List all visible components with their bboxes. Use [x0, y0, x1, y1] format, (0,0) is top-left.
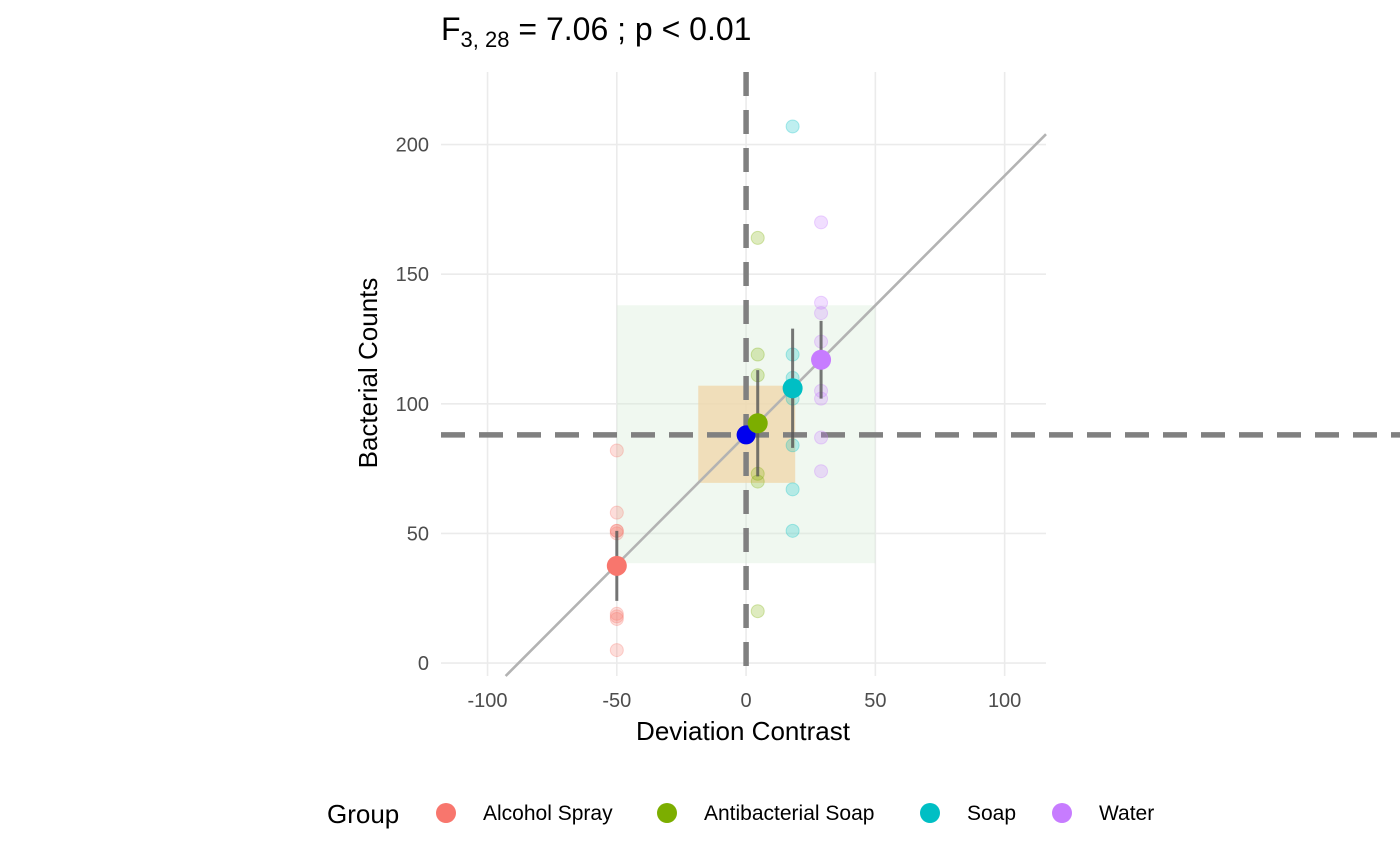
group-mean-point	[606, 555, 627, 576]
y-tick-label: 150	[396, 264, 429, 286]
group-mean-point	[811, 349, 832, 370]
data-point	[785, 119, 800, 134]
group-mean-point	[747, 413, 768, 434]
data-point	[814, 295, 829, 310]
title-subscript: 3, 28	[461, 27, 510, 52]
data-point	[609, 609, 624, 624]
data-point	[750, 604, 765, 619]
legend-label: Water	[1099, 802, 1154, 825]
y-tick-label: 50	[407, 523, 429, 545]
data-point	[785, 482, 800, 497]
x-tick-label: 0	[741, 690, 752, 712]
legend-key	[1052, 803, 1072, 823]
legend-label: Soap	[967, 802, 1016, 825]
x-tick-label: 50	[864, 690, 886, 712]
group-means	[606, 320, 832, 601]
x-tick-label: -100	[468, 690, 508, 712]
chart-title: F3, 28 = 7.06 ; p < 0.01	[441, 11, 751, 52]
legend-key	[436, 803, 456, 823]
legend: Group Alcohol Spray Antibacterial Soap Soa…	[327, 799, 1154, 829]
y-tick-label: 100	[396, 394, 429, 416]
data-point	[814, 306, 829, 321]
title-prefix: F	[441, 11, 461, 47]
fit-line	[504, 133, 1047, 677]
y-axis-label: Bacterial Counts	[353, 278, 383, 469]
reference-lines	[441, 72, 1400, 676]
data-point	[609, 611, 624, 626]
data-point	[750, 230, 765, 245]
data-point	[750, 474, 765, 489]
legend-label: Antibacterial Soap	[704, 802, 874, 825]
legend-title: Group	[327, 799, 399, 829]
data-point	[785, 523, 800, 538]
legend-key	[920, 803, 940, 823]
tick-labels: -100 -50 0 50 100 0 50 100 150 200	[396, 135, 1022, 712]
x-tick-label: 100	[988, 690, 1021, 712]
data-point	[609, 443, 624, 458]
y-tick-label: 200	[396, 135, 429, 157]
y-tick-label: 0	[418, 653, 429, 675]
data-point	[814, 464, 829, 479]
data-point	[750, 347, 765, 362]
x-tick-label: -50	[602, 690, 631, 712]
data-point	[609, 643, 624, 658]
data-point	[609, 505, 624, 520]
x-axis-label: Deviation Contrast	[636, 716, 851, 746]
fit-line-layer	[504, 133, 1047, 677]
title-rest: = 7.06 ; p < 0.01	[509, 11, 751, 47]
data-point	[814, 430, 829, 445]
legend-key	[657, 803, 677, 823]
data-point	[814, 215, 829, 230]
group-mean-point	[782, 378, 803, 399]
legend-label: Alcohol Spray	[483, 802, 613, 825]
data-point	[609, 606, 624, 621]
